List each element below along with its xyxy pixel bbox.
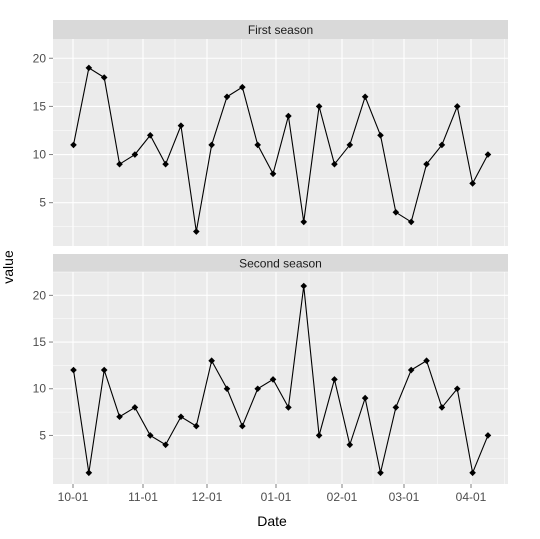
data-point — [162, 160, 169, 168]
data-point — [193, 228, 200, 235]
data-point — [438, 141, 446, 149]
y-tick-label: 10 — [33, 382, 47, 396]
data-point — [208, 357, 215, 365]
panels-layer: First season 5 10 15 20 Second season 5 10 15 20 — [33, 20, 508, 484]
panel-background — [53, 39, 508, 246]
data-point — [469, 180, 476, 187]
data-point — [70, 366, 77, 374]
facet-strip — [53, 254, 508, 272]
data-point — [285, 112, 292, 120]
data-point — [392, 404, 400, 411]
x-axis-title: Date — [257, 513, 287, 529]
data-point — [423, 160, 430, 168]
data-point — [469, 469, 476, 477]
x-tick-label: 03-01 — [389, 490, 420, 504]
data-point — [300, 282, 308, 290]
data-point — [346, 141, 354, 149]
panel-2: Second season 5 10 15 20 — [33, 254, 508, 484]
data-point — [100, 74, 108, 81]
data-point — [193, 422, 200, 430]
data-point — [453, 385, 461, 393]
data-point — [100, 366, 108, 374]
data-point — [269, 170, 277, 178]
data-point — [239, 83, 246, 91]
y-tick-label: 15 — [33, 335, 47, 349]
facet-strip-label: Second season — [239, 257, 322, 271]
data-point — [239, 422, 246, 430]
facet-strip — [53, 20, 508, 39]
data-point — [392, 209, 400, 216]
data-point — [254, 141, 261, 149]
data-point — [131, 151, 139, 158]
x-tick-label: 01-01 — [261, 490, 292, 504]
data-point — [131, 404, 139, 411]
y-axis-title: value — [0, 250, 16, 284]
series-line — [72, 66, 489, 232]
y-tick-label: 10 — [33, 148, 47, 162]
data-point — [423, 357, 430, 365]
panel-1: First season 5 10 15 20 — [33, 20, 508, 246]
x-tick-label: 02-01 — [327, 490, 358, 504]
panel-background — [53, 272, 508, 484]
data-point — [377, 469, 384, 477]
x-tick-label: 10-01 — [58, 490, 89, 504]
data-point — [361, 93, 369, 101]
data-point — [177, 413, 185, 421]
data-point — [438, 404, 446, 411]
data-point — [484, 151, 492, 158]
data-point — [254, 385, 261, 393]
data-point — [146, 432, 154, 439]
data-point — [70, 141, 77, 149]
data-point — [208, 141, 215, 149]
x-tick-label: 11-01 — [128, 490, 158, 504]
data-point — [85, 469, 93, 477]
data-point — [331, 160, 338, 168]
y-tick-label: 20 — [33, 51, 47, 65]
data-point — [407, 218, 415, 226]
data-point — [377, 131, 384, 139]
y-tick-label: 20 — [33, 288, 47, 302]
data-point — [223, 385, 231, 393]
data-point — [269, 376, 277, 383]
data-point — [85, 64, 93, 72]
data-point — [315, 103, 323, 110]
data-point — [331, 376, 338, 383]
data-point — [177, 122, 185, 129]
data-point — [223, 93, 231, 101]
data-point — [116, 160, 123, 168]
data-point — [484, 432, 492, 439]
facet-strip-label: First season — [248, 23, 313, 37]
x-axis: 10-01 11-01 12-01 01-01 02-01 03-01 04-01 — [58, 484, 487, 504]
data-point — [315, 432, 323, 439]
y-tick-label: 5 — [39, 196, 46, 210]
data-point — [300, 218, 308, 226]
data-point — [407, 366, 415, 374]
x-tick-label: 04-01 — [456, 490, 487, 504]
data-point — [146, 131, 154, 139]
data-point — [346, 441, 354, 449]
data-point — [116, 413, 123, 421]
x-tick-label: 12-01 — [192, 490, 223, 504]
data-point — [453, 103, 461, 110]
data-point — [162, 441, 169, 449]
y-tick-label: 15 — [33, 99, 47, 113]
series-line — [72, 285, 489, 475]
data-point — [285, 404, 292, 411]
y-tick-label: 5 — [39, 428, 46, 442]
data-point — [361, 394, 369, 402]
